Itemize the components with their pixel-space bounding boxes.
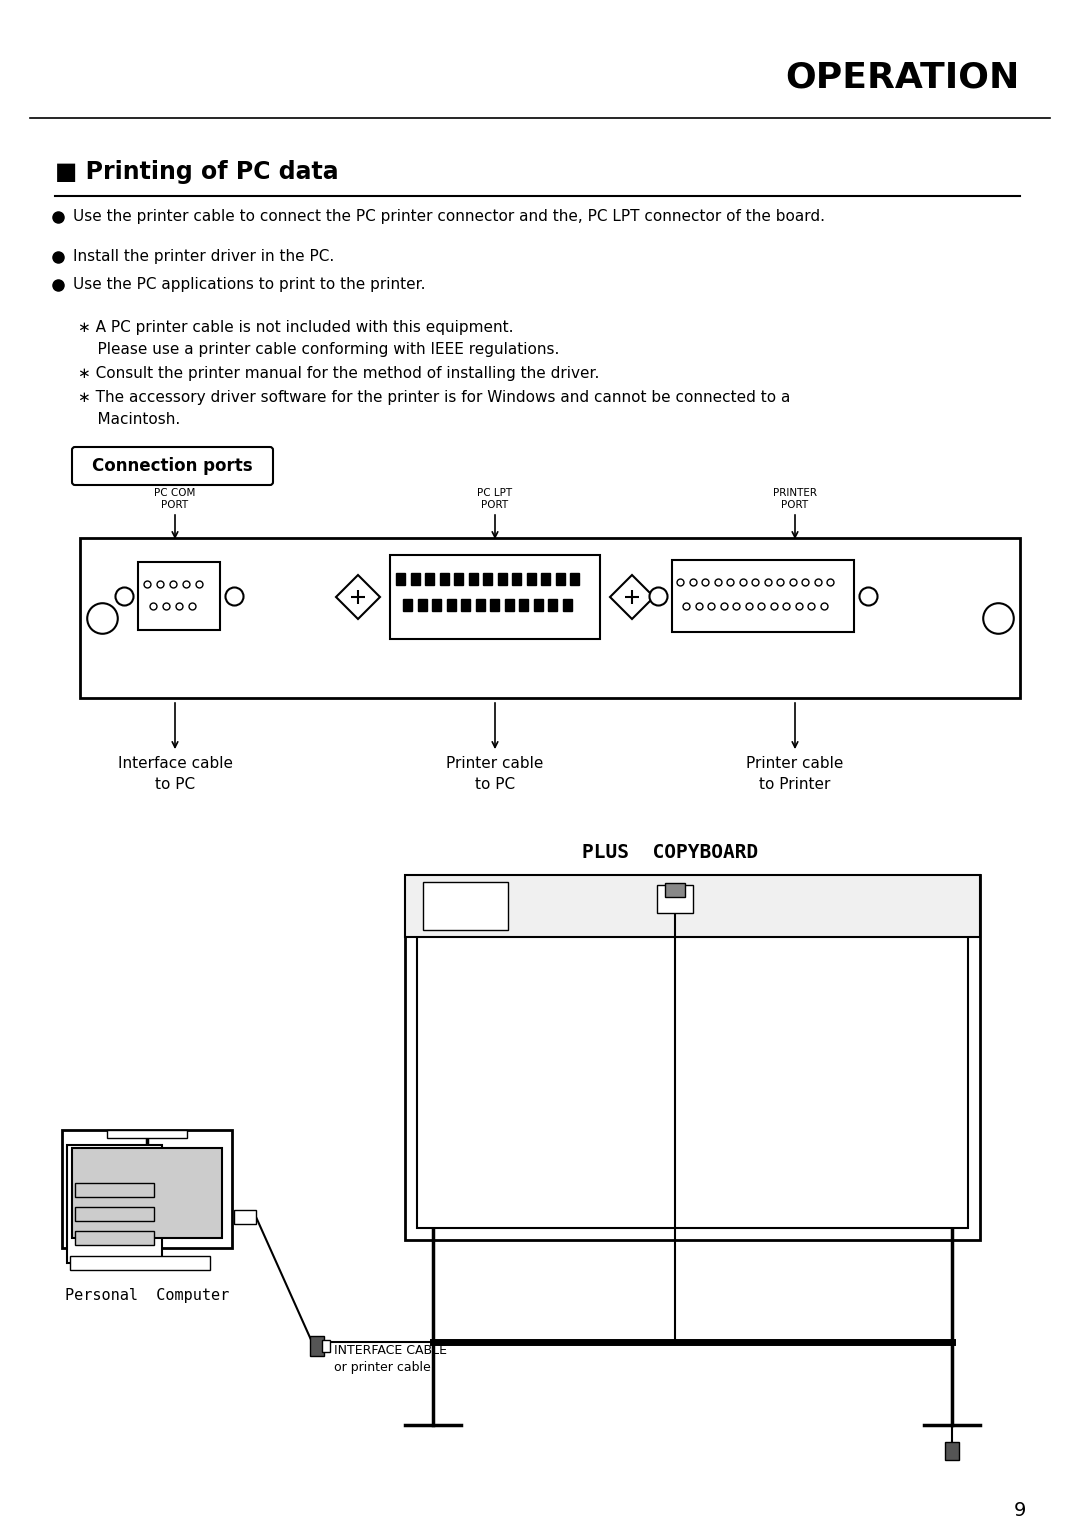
Bar — [234, 1209, 256, 1225]
Text: ∗ A PC printer cable is not included with this equipment.: ∗ A PC printer cable is not included wit… — [78, 320, 513, 335]
Bar — [70, 1255, 210, 1271]
Bar — [504, 599, 513, 612]
Bar — [432, 599, 441, 612]
Bar — [310, 1336, 324, 1356]
Bar — [446, 599, 456, 612]
Bar — [75, 1206, 154, 1222]
Bar — [570, 573, 579, 586]
Bar — [423, 882, 508, 930]
Bar — [672, 560, 854, 631]
Text: Use the printer cable to connect the PC printer connector and the, PC LPT connec: Use the printer cable to connect the PC … — [73, 209, 825, 225]
Text: PRINTER
PORT: PRINTER PORT — [773, 488, 816, 511]
Bar — [403, 599, 411, 612]
Bar — [461, 599, 470, 612]
Bar — [410, 573, 419, 586]
Text: Macintosh.: Macintosh. — [78, 411, 180, 427]
Bar — [541, 573, 550, 586]
Bar — [563, 599, 571, 612]
Text: Printer cable
to Printer: Printer cable to Printer — [746, 755, 843, 792]
Bar — [75, 1183, 154, 1197]
Text: PC COM
PORT: PC COM PORT — [154, 488, 195, 511]
Text: OPERATION: OPERATION — [785, 61, 1020, 95]
Bar — [107, 1130, 187, 1138]
Bar — [483, 573, 492, 586]
Bar — [534, 599, 542, 612]
Text: Printer cable
to PC: Printer cable to PC — [446, 755, 543, 792]
Bar — [80, 538, 1020, 699]
Bar — [498, 573, 507, 586]
Bar — [75, 1231, 154, 1245]
Text: Use the PC applications to print to the printer.: Use the PC applications to print to the … — [73, 277, 426, 292]
Bar — [945, 1442, 959, 1460]
Bar — [665, 884, 685, 898]
Bar — [519, 599, 528, 612]
Bar — [405, 875, 980, 937]
Text: PC LPT
PORT: PC LPT PORT — [477, 488, 513, 511]
Text: Connection ports: Connection ports — [92, 457, 253, 476]
Bar — [555, 573, 565, 586]
Bar — [62, 1130, 232, 1248]
Bar — [527, 573, 536, 586]
Bar — [138, 563, 220, 630]
Bar — [396, 573, 405, 586]
Bar — [390, 555, 600, 639]
Text: ■ Printing of PC data: ■ Printing of PC data — [55, 161, 339, 183]
Bar — [490, 599, 499, 612]
Bar — [67, 1145, 162, 1263]
Bar — [322, 1339, 330, 1352]
Bar — [405, 875, 980, 1240]
Bar — [657, 885, 693, 913]
Bar — [454, 573, 463, 586]
Text: Install the printer driver in the PC.: Install the printer driver in the PC. — [73, 249, 334, 265]
Text: INTERFACE CABLE
or printer cable: INTERFACE CABLE or printer cable — [334, 1344, 447, 1375]
Bar — [426, 573, 434, 586]
Text: ∗ Consult the printer manual for the method of installing the driver.: ∗ Consult the printer manual for the met… — [78, 365, 599, 381]
Bar — [512, 573, 521, 586]
Text: Please use a printer cable conforming with IEEE regulations.: Please use a printer cable conforming wi… — [78, 342, 559, 356]
FancyBboxPatch shape — [72, 446, 273, 485]
Bar — [475, 599, 485, 612]
Text: Interface cable
to PC: Interface cable to PC — [118, 755, 232, 792]
Text: PLUS  COPYBOARD: PLUS COPYBOARD — [582, 842, 758, 861]
Text: Personal  Computer: Personal Computer — [65, 1287, 229, 1303]
Bar — [469, 573, 477, 586]
Bar — [417, 920, 968, 1228]
Text: ∗ The accessory driver software for the printer is for Windows and cannot be con: ∗ The accessory driver software for the … — [78, 390, 791, 405]
Text: 9: 9 — [1014, 1500, 1026, 1520]
Bar — [72, 1148, 222, 1238]
Bar — [440, 573, 448, 586]
Bar — [548, 599, 557, 612]
Bar — [418, 599, 427, 612]
